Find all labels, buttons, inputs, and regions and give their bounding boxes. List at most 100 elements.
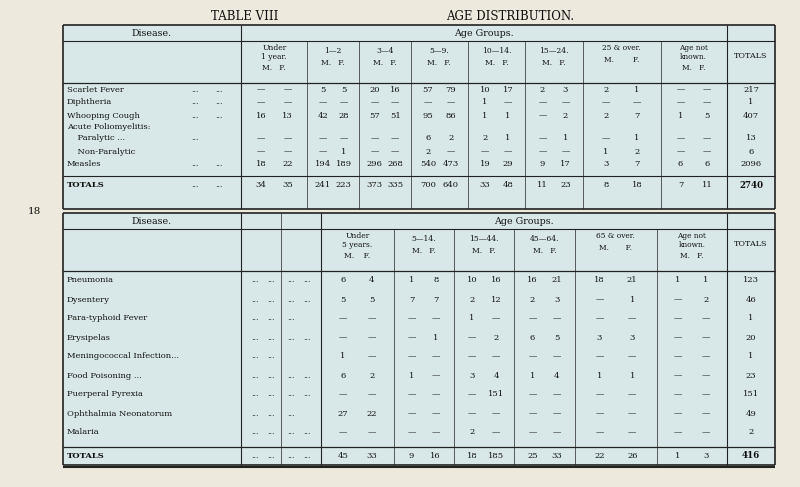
Text: 48: 48 [502,181,514,189]
Text: 25 & over.: 25 & over. [602,44,641,52]
Text: 5: 5 [369,296,374,303]
Text: 15—24.: 15—24. [539,47,569,55]
Text: —: — [702,391,710,398]
Text: —: — [432,429,440,436]
Text: Under: Under [345,232,370,240]
Text: 10: 10 [480,86,490,94]
Text: —: — [674,296,682,303]
Text: 1: 1 [433,334,438,341]
Text: 2: 2 [494,334,499,341]
Bar [63,25,775,209]
Text: —: — [370,148,378,155]
Text: 5: 5 [704,112,710,119]
Text: ...: ... [268,296,275,303]
Text: —: — [702,315,710,322]
Text: —: — [553,315,561,322]
Text: Erysipelas: Erysipelas [67,334,111,341]
Text: Age not: Age not [679,44,708,52]
Text: 3: 3 [703,452,709,460]
Text: —: — [674,429,682,436]
Text: 4: 4 [369,277,374,284]
Text: ...: ... [303,277,310,284]
Text: —: — [283,134,292,143]
Text: —: — [602,98,610,107]
Text: —: — [338,334,347,341]
Text: —: — [703,134,711,143]
Text: 18: 18 [594,277,605,284]
Text: 21: 21 [627,277,638,284]
Text: —: — [595,410,603,417]
Text: 46: 46 [746,296,756,303]
Text: —: — [674,315,682,322]
Text: Age Groups.: Age Groups. [494,217,554,225]
Text: 15—44.: 15—44. [470,235,499,243]
Text: 151: 151 [743,391,759,398]
Text: 5: 5 [340,296,346,303]
Text: —: — [338,429,347,436]
Text: Disease.: Disease. [132,217,172,225]
Text: 18: 18 [255,161,266,169]
Text: —: — [432,372,440,379]
Text: 16: 16 [491,277,502,284]
Text: 7: 7 [409,296,414,303]
Text: 6: 6 [705,161,710,169]
Text: —: — [702,429,710,436]
Text: 34: 34 [255,181,266,189]
Text: 16: 16 [430,452,441,460]
Text: —: — [283,148,292,155]
Text: 22: 22 [282,161,293,169]
Text: —: — [676,86,685,94]
Text: ...: ... [252,277,259,284]
Text: 7: 7 [634,112,640,119]
Text: 6: 6 [340,277,346,284]
Text: 2740: 2740 [739,181,763,189]
Text: —: — [468,334,476,341]
Text: TOTALS: TOTALS [734,240,768,248]
Text: 335: 335 [387,181,403,189]
Text: —: — [703,86,711,94]
Text: 1: 1 [630,296,635,303]
Text: 57: 57 [369,112,380,119]
Text: —: — [674,410,682,417]
Text: 26: 26 [627,452,638,460]
Text: M.   F.: M. F. [533,247,557,255]
Text: M.   F.: M. F. [485,59,509,67]
Text: M.   F.: M. F. [262,64,286,72]
Text: 33: 33 [551,452,562,460]
Text: —: — [338,315,347,322]
Text: M.   F.: M. F. [472,247,496,255]
Text: —: — [628,353,637,360]
Text: 17: 17 [560,161,570,169]
Text: —: — [257,134,265,143]
Text: ...: ... [287,429,294,436]
Text: 22: 22 [594,452,605,460]
Text: ...: ... [287,315,294,322]
Text: —: — [446,148,455,155]
Text: 1: 1 [630,372,635,379]
Text: Meningococcal Infection...: Meningococcal Infection... [67,353,179,360]
Text: 18: 18 [27,206,41,216]
Text: —: — [676,134,685,143]
Text: 217: 217 [743,86,759,94]
Text: —: — [367,429,376,436]
Text: —: — [595,315,603,322]
Text: 12: 12 [491,296,502,303]
Text: ...: ... [252,410,259,417]
Text: 42: 42 [318,112,328,119]
Text: ...: ... [268,353,275,360]
Text: ...: ... [252,353,259,360]
Text: —: — [553,353,561,360]
Text: —: — [432,353,440,360]
Text: 51: 51 [390,112,401,119]
Text: —: — [468,410,476,417]
Text: 28: 28 [338,112,349,119]
Text: 540: 540 [420,161,436,169]
Text: Pneumonia: Pneumonia [67,277,114,284]
Text: —: — [370,134,378,143]
Text: 2: 2 [426,148,430,155]
Text: 5: 5 [341,86,346,94]
Text: 23: 23 [560,181,570,189]
Text: ...: ... [268,372,275,379]
Text: —: — [602,134,610,143]
Text: —: — [676,98,685,107]
